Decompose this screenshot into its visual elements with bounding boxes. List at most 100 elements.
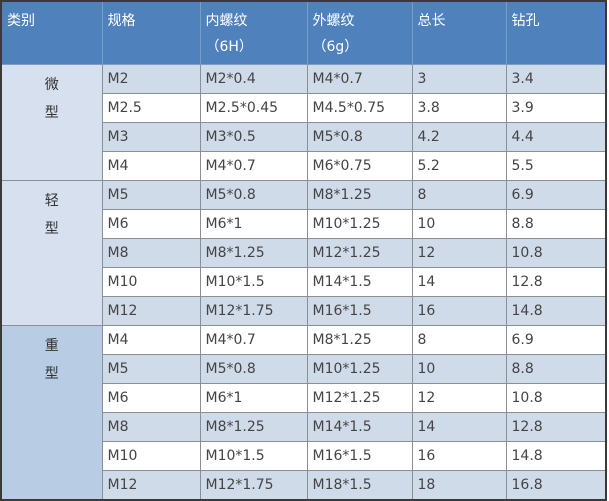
spec-cell: M8	[101, 412, 201, 442]
spec-cell: M6	[101, 383, 201, 413]
header-drill-hole: 钻孔	[505, 0, 607, 65]
drill-cell: 8.8	[505, 354, 607, 384]
internal-cell: M12*1.75	[199, 296, 308, 326]
table-row: 轻型 M5 M5*0.8 M8*1.25 8 6.9	[0, 180, 607, 326]
table-row: M2.5 M2.5*0.45 M4.5*0.75 3.8 3.9	[1, 93, 607, 123]
internal-cell: M12*1.75	[199, 470, 308, 501]
length-cell: 14	[411, 412, 507, 442]
internal-cell: M6*1	[199, 383, 308, 413]
external-cell: M8*1.25	[306, 325, 413, 355]
external-cell: M6*0.75	[306, 151, 413, 181]
length-cell: 14	[411, 267, 507, 297]
category-label-line1: 微	[44, 77, 59, 93]
external-cell: M8*1.25	[306, 180, 413, 210]
drill-cell: 8.8	[505, 209, 607, 239]
external-cell: M16*1.5	[306, 441, 413, 471]
spec-cell: M10	[101, 441, 201, 471]
category-cell: 重型	[0, 325, 103, 501]
table-row: M12 M12*1.75 M16*1.5 16 14.8	[1, 296, 607, 326]
internal-cell: M8*1.25	[199, 238, 308, 268]
category-label-line2: 型	[44, 105, 59, 121]
drill-cell: 4.4	[505, 122, 607, 152]
external-cell: M16*1.5	[306, 296, 413, 326]
spec-cell: M2	[101, 64, 201, 94]
drill-cell: 14.8	[505, 441, 607, 471]
external-cell: M5*0.8	[306, 122, 413, 152]
table-row: M3 M3*0.5 M5*0.8 4.2 4.4	[1, 122, 607, 152]
drill-cell: 3.4	[505, 64, 607, 94]
external-cell: M14*1.5	[306, 267, 413, 297]
spec-cell: M2.5	[101, 93, 201, 123]
table-row: M10 M10*1.5 M14*1.5 14 12.8	[1, 267, 607, 297]
drill-cell: 5.5	[505, 151, 607, 181]
length-cell: 3	[411, 64, 507, 94]
internal-cell: M5*0.8	[199, 180, 308, 210]
spec-cell: M5	[101, 180, 201, 210]
length-cell: 12	[411, 383, 507, 413]
spec-cell: M3	[101, 122, 201, 152]
category-cell: 微型	[0, 64, 103, 181]
spec-cell: M4	[101, 151, 201, 181]
external-thread-grade: （6g）	[312, 39, 359, 55]
table-row: M4 M4*0.7 M6*0.75 5.2 5.5	[1, 151, 607, 181]
length-cell: 4.2	[411, 122, 507, 152]
drill-cell: 14.8	[505, 296, 607, 326]
table-row: M8 M8*1.25 M14*1.5 14 12.8	[1, 412, 607, 442]
header-external-thread: 外螺纹 （6g）	[306, 0, 413, 65]
external-cell: M10*1.25	[306, 354, 413, 384]
spec-cell: M6	[101, 209, 201, 239]
category-label-line2: 型	[44, 221, 59, 237]
external-cell: M4.5*0.75	[306, 93, 413, 123]
internal-cell: M4*0.7	[199, 325, 308, 355]
table-row: M6 M6*1 M10*1.25 10 8.8	[1, 209, 607, 239]
length-cell: 18	[411, 470, 507, 501]
internal-cell: M8*1.25	[199, 412, 308, 442]
spec-cell: M12	[101, 470, 201, 501]
table-row: M5 M5*0.8 M10*1.25 10 8.8	[1, 354, 607, 384]
external-cell: M12*1.25	[306, 383, 413, 413]
internal-cell: M3*0.5	[199, 122, 308, 152]
length-cell: 3.8	[411, 93, 507, 123]
table-row: 微型 M2 M2*0.4 M4*0.7 3 3.4	[0, 64, 607, 181]
spec-cell: M4	[101, 325, 201, 355]
internal-cell: M10*1.5	[199, 267, 308, 297]
header-total-length: 总长	[411, 0, 507, 65]
drill-cell: 10.8	[505, 238, 607, 268]
internal-thread-label: 内螺纹	[205, 13, 248, 29]
external-thread-label: 外螺纹	[312, 13, 355, 29]
external-cell: M14*1.5	[306, 412, 413, 442]
external-cell: M18*1.5	[306, 470, 413, 501]
drill-cell: 12.8	[505, 267, 607, 297]
internal-thread-grade: （6H）	[205, 39, 253, 55]
drill-cell: 3.9	[505, 93, 607, 123]
drill-cell: 16.8	[505, 470, 607, 501]
category-label-line2: 型	[44, 366, 59, 382]
length-cell: 8	[411, 325, 507, 355]
spec-cell: M12	[101, 296, 201, 326]
internal-cell: M2.5*0.45	[199, 93, 308, 123]
header-internal-thread: 内螺纹 （6H）	[199, 0, 308, 65]
category-label-line1: 重	[44, 338, 59, 354]
internal-cell: M10*1.5	[199, 441, 308, 471]
spec-cell: M8	[101, 238, 201, 268]
length-cell: 10	[411, 354, 507, 384]
internal-cell: M6*1	[199, 209, 308, 239]
internal-cell: M5*0.8	[199, 354, 308, 384]
spec-cell: M10	[101, 267, 201, 297]
header-category: 类别	[0, 0, 103, 65]
length-cell: 5.2	[411, 151, 507, 181]
length-cell: 10	[411, 209, 507, 239]
header-spec: 规格	[101, 0, 201, 65]
length-cell: 16	[411, 296, 507, 326]
table-row: 重型 M4 M4*0.7 M8*1.25 8 6.9	[0, 325, 607, 501]
drill-cell: 6.9	[505, 180, 607, 210]
internal-cell: M4*0.7	[199, 151, 308, 181]
category-label-line1: 轻	[44, 193, 59, 209]
external-cell: M10*1.25	[306, 209, 413, 239]
drill-cell: 12.8	[505, 412, 607, 442]
external-cell: M12*1.25	[306, 238, 413, 268]
drill-cell: 6.9	[505, 325, 607, 355]
length-cell: 12	[411, 238, 507, 268]
internal-cell: M2*0.4	[199, 64, 308, 94]
